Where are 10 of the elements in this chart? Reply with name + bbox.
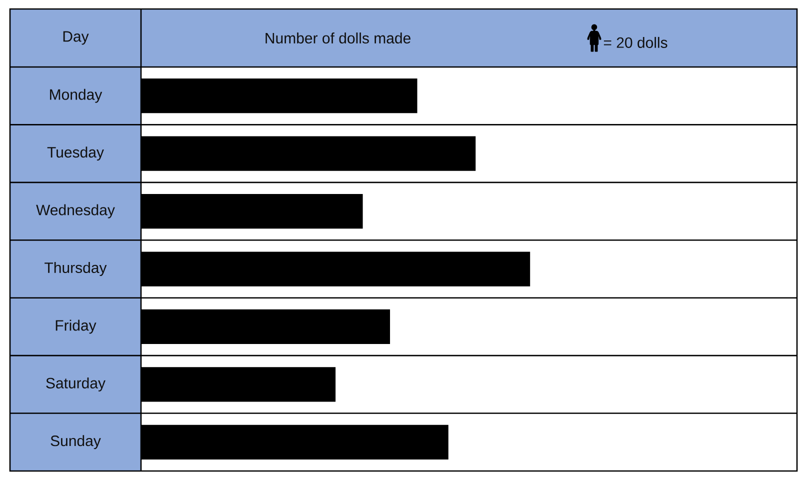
y-tick-label: Wednesday	[36, 204, 115, 218]
y-tick-label: Sunday	[50, 435, 101, 450]
y-tick-label: Monday	[50, 88, 102, 103]
y-axis-title: Day	[63, 31, 89, 45]
y-tick-label: Tuesday	[47, 146, 104, 161]
y-tick-label: Friday	[56, 320, 96, 334]
y-tick-label: Thursday	[44, 262, 107, 276]
legend-label: = 20 dolls	[604, 36, 668, 48]
x-axis-title: Number of dolls made	[266, 32, 410, 44]
y-tick-label: Saturday	[46, 377, 106, 392]
